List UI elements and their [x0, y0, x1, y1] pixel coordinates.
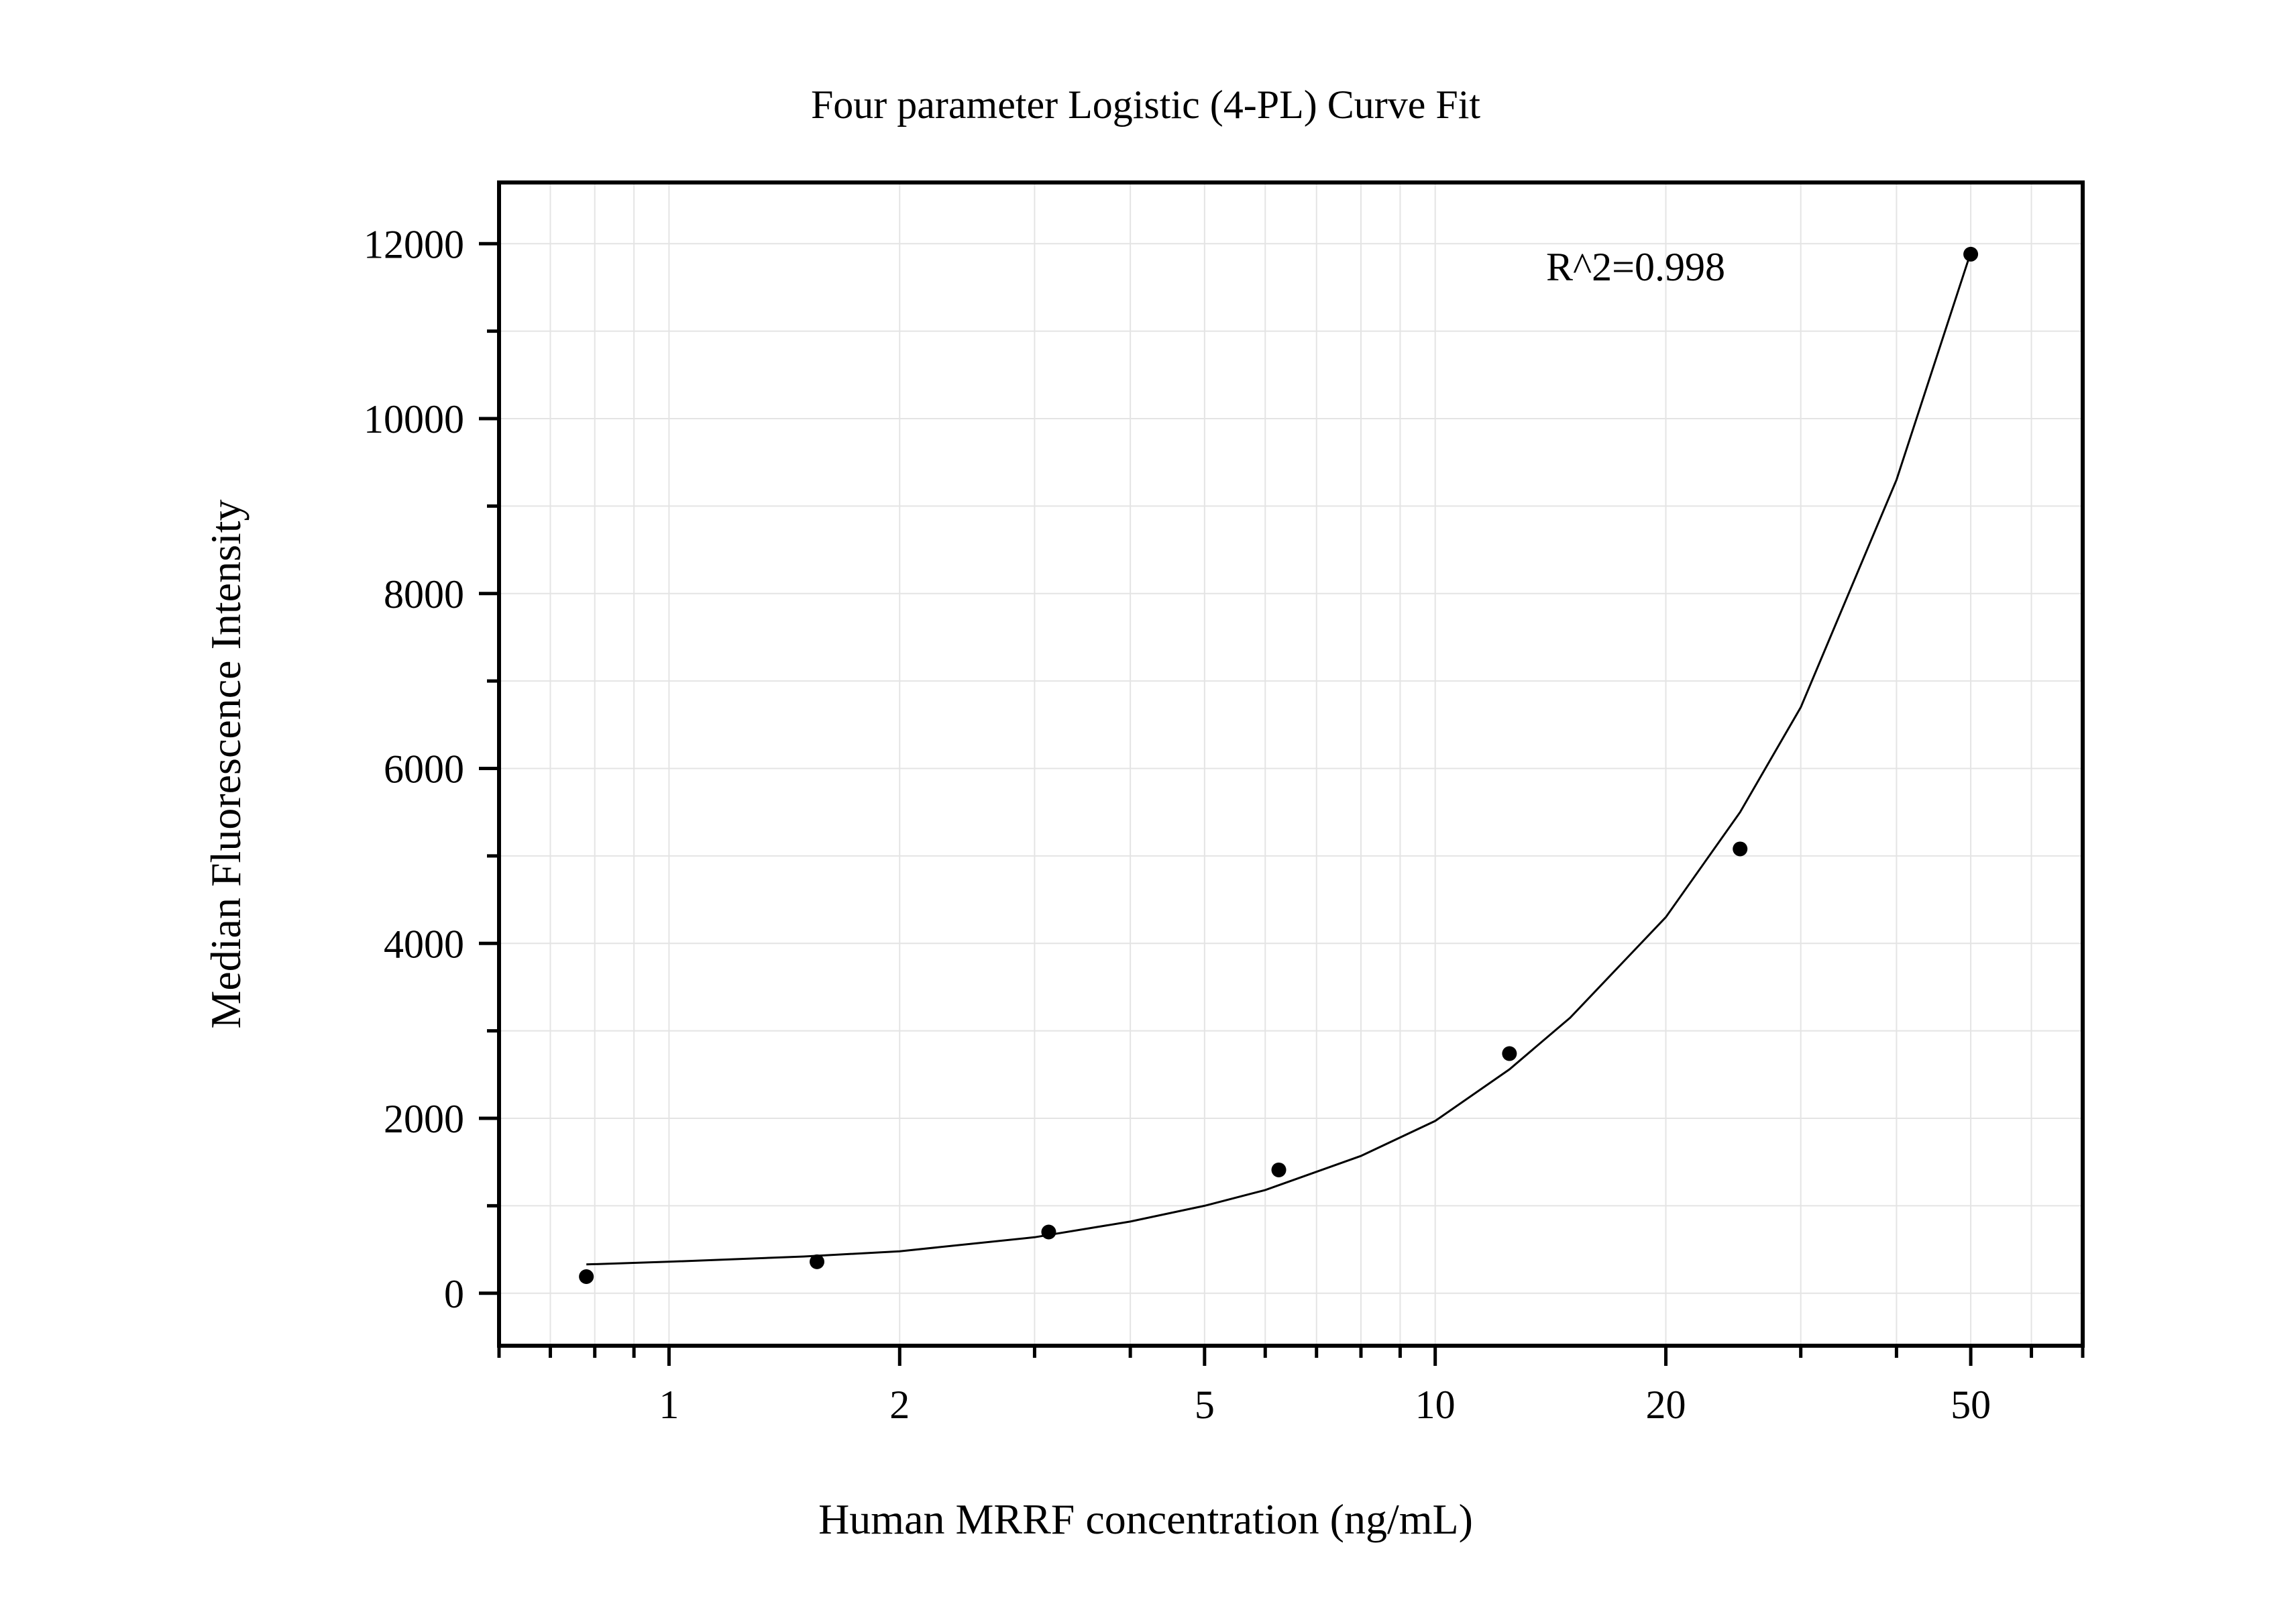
x-tick-label: 50	[1951, 1383, 1991, 1427]
axis-ticks	[479, 242, 2085, 1366]
fit-curve-layer	[586, 252, 1972, 1266]
y-tick-label: 4000	[384, 922, 464, 966]
data-points-layer	[579, 246, 1979, 1285]
fit-curve-line	[586, 252, 1972, 1266]
data-point	[579, 1269, 594, 1285]
tick-labels: 1 2 5 10 20 50 0 2000 4000 6000 8000 10000 12000	[364, 222, 1991, 1427]
x-axis-label: Human MRRF concentration (ng/mL)	[818, 1495, 1473, 1543]
x-tick-label: 20	[1646, 1383, 1686, 1427]
grid-lines	[498, 182, 2083, 1346]
data-point	[1733, 841, 1748, 857]
x-tick-label: 1	[659, 1383, 679, 1427]
data-point	[1041, 1224, 1056, 1240]
data-point	[810, 1254, 825, 1269]
data-point	[1271, 1162, 1287, 1177]
x-tick-label: 2	[889, 1383, 910, 1427]
y-tick-label: 10000	[364, 397, 464, 441]
y-tick-label: 2000	[384, 1097, 464, 1141]
plot-frame	[497, 180, 2085, 1348]
y-tick-label: 12000	[364, 222, 464, 266]
x-tick-label: 10	[1415, 1383, 1456, 1427]
data-point	[1502, 1046, 1517, 1061]
y-tick-label: 6000	[384, 747, 464, 792]
y-axis-label: Median Fluorescence Intensity	[202, 499, 250, 1028]
chart-title: Four parameter Logistic (4-PL) Curve Fit	[811, 83, 1480, 127]
x-tick-label: 5	[1195, 1383, 1215, 1427]
y-tick-label: 0	[444, 1272, 464, 1316]
y-tick-label: 8000	[384, 572, 464, 617]
r-squared-annotation: R^2=0.998	[1546, 245, 1725, 289]
data-point	[1963, 246, 1979, 262]
